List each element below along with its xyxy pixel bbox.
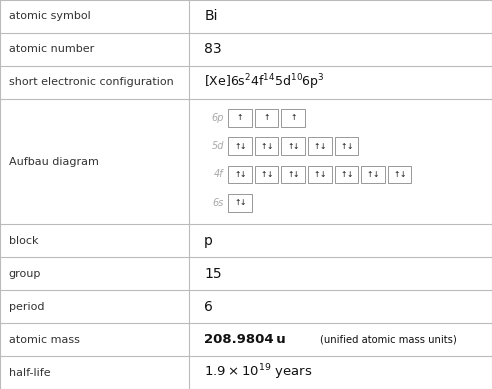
Bar	[255, 137, 278, 155]
Text: atomic symbol: atomic symbol	[9, 11, 91, 21]
Text: ↑: ↑	[340, 170, 347, 179]
Text: ↑: ↑	[287, 170, 294, 179]
Text: ↓: ↓	[240, 198, 246, 207]
Text: ↑: ↑	[264, 113, 270, 123]
Text: block: block	[9, 236, 38, 246]
Text: ↑: ↑	[261, 170, 267, 179]
Bar	[255, 109, 278, 127]
Text: 208.9804 u: 208.9804 u	[204, 333, 286, 346]
Text: Aufbau diagram: Aufbau diagram	[9, 157, 99, 166]
Text: ↑: ↑	[234, 142, 241, 151]
Text: ↑: ↑	[394, 170, 400, 179]
Text: ↑: ↑	[287, 142, 294, 151]
Text: period: period	[9, 302, 44, 312]
Text: ↓: ↓	[319, 170, 326, 179]
Text: ↑: ↑	[237, 113, 243, 123]
Text: Bi: Bi	[204, 9, 217, 23]
Text: ↓: ↓	[293, 142, 299, 151]
Text: atomic mass: atomic mass	[9, 335, 80, 345]
Bar	[228, 109, 252, 127]
Bar	[281, 109, 305, 127]
Text: group: group	[9, 269, 41, 279]
Bar	[388, 166, 411, 183]
Text: 83: 83	[204, 42, 222, 56]
Text: p: p	[204, 234, 213, 248]
Text: ↓: ↓	[319, 142, 326, 151]
Text: 6p: 6p	[212, 113, 224, 123]
Text: ↑: ↑	[261, 142, 267, 151]
Text: half-life: half-life	[9, 368, 51, 378]
Bar	[228, 166, 252, 183]
Text: ↑: ↑	[314, 170, 320, 179]
Text: ↑: ↑	[290, 113, 296, 123]
Text: (unified atomic mass units): (unified atomic mass units)	[320, 335, 457, 345]
Text: ↑: ↑	[234, 170, 241, 179]
Text: ↑: ↑	[234, 198, 241, 207]
Bar	[281, 137, 305, 155]
Text: ↑: ↑	[314, 142, 320, 151]
Text: ↓: ↓	[266, 142, 273, 151]
Bar	[335, 137, 358, 155]
Text: $\mathregular{[Xe]6s^24f^{14}5d^{10}6p^3}$: $\mathregular{[Xe]6s^24f^{14}5d^{10}6p^3…	[204, 72, 325, 92]
Text: 4f: 4f	[214, 170, 224, 179]
Text: 15: 15	[204, 267, 222, 281]
Text: ↑: ↑	[367, 170, 373, 179]
Bar	[308, 137, 332, 155]
Text: ↑: ↑	[340, 142, 347, 151]
Text: ↓: ↓	[399, 170, 405, 179]
Text: ↓: ↓	[346, 142, 352, 151]
Text: ↓: ↓	[346, 170, 352, 179]
Bar	[361, 166, 385, 183]
Text: 6s: 6s	[213, 198, 224, 208]
Text: ↓: ↓	[266, 170, 273, 179]
Text: $1.9\times10^{19}$ years: $1.9\times10^{19}$ years	[204, 363, 313, 382]
Text: 6: 6	[204, 300, 213, 314]
Bar	[281, 166, 305, 183]
Bar	[228, 137, 252, 155]
Text: ↓: ↓	[372, 170, 379, 179]
Bar	[255, 166, 278, 183]
Text: short electronic configuration: short electronic configuration	[9, 77, 174, 87]
Bar	[228, 194, 252, 212]
Text: 5d: 5d	[212, 141, 224, 151]
Text: ↓: ↓	[240, 142, 246, 151]
Bar	[308, 166, 332, 183]
Text: atomic number: atomic number	[9, 44, 94, 54]
Text: ↓: ↓	[293, 170, 299, 179]
Bar	[335, 166, 358, 183]
Text: ↓: ↓	[240, 170, 246, 179]
